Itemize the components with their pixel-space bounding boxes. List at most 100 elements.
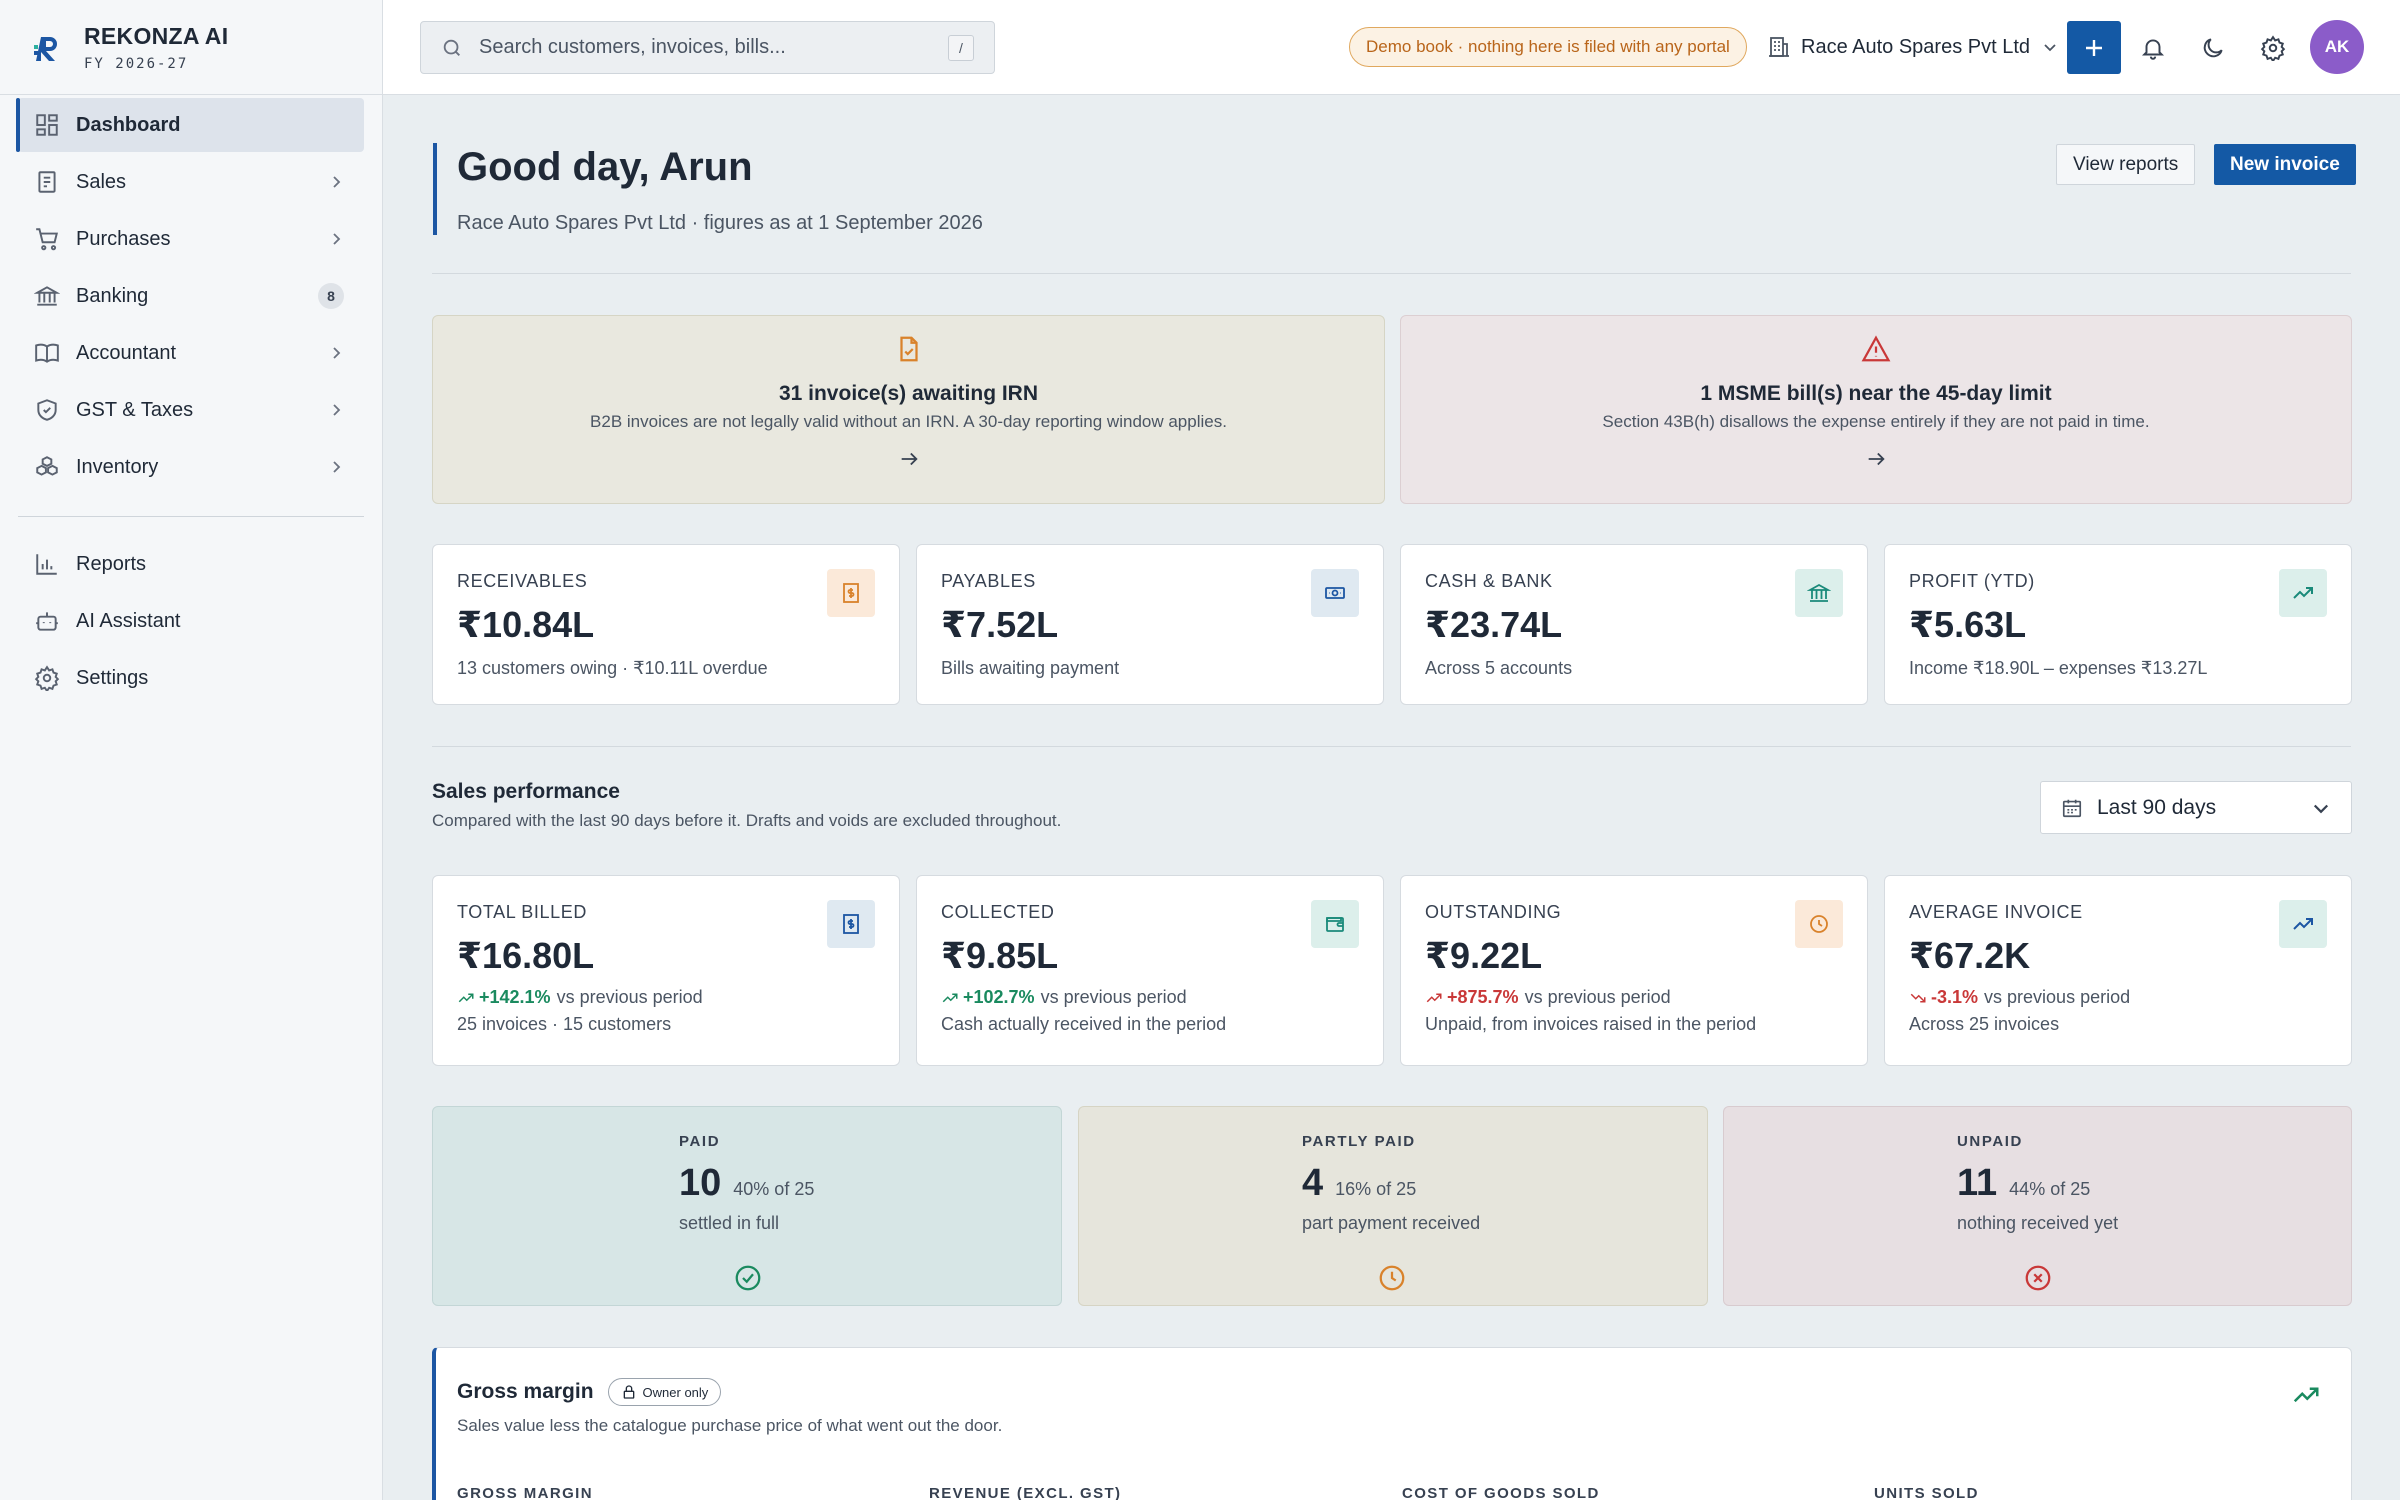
- sidebar-item-label: Purchases: [76, 227, 171, 250]
- status-count: 11: [1957, 1162, 1998, 1204]
- change-comparison: vs previous period: [1040, 987, 1187, 1007]
- kpi-value: ₹5.63L: [1909, 604, 2027, 645]
- sidebar-item-label: Accountant: [76, 341, 177, 364]
- kpi-label: AVERAGE INVOICE: [1909, 902, 2083, 922]
- kpi-icon-wrap: [2279, 900, 2327, 948]
- sidebar-item-gst-taxes[interactable]: GST & Taxes: [18, 383, 364, 437]
- status-label: PARTLY PAID: [1302, 1133, 1416, 1150]
- kpi-label: RECEIVABLES: [457, 571, 588, 591]
- book-icon: [35, 343, 59, 363]
- kpi-icon-wrap: [827, 900, 875, 948]
- sidebar-item-dashboard[interactable]: Dashboard: [16, 98, 364, 152]
- bot-icon: [36, 612, 58, 631]
- change-percent: +875.7%: [1447, 987, 1519, 1007]
- x-circle-icon: [2025, 1265, 2051, 1291]
- status-sub: nothing received yet: [1957, 1213, 2119, 1233]
- sidebar-item-purchases[interactable]: Purchases: [18, 212, 364, 266]
- kpi-card-cash-bank[interactable]: CASH & BANK ₹23.74L Across 5 accounts: [1400, 544, 1868, 705]
- kpi-value: ₹23.74L: [1425, 604, 1563, 645]
- trending-up-icon: [942, 993, 958, 1002]
- divider: [432, 746, 2351, 747]
- new-invoice-button[interactable]: New invoice: [2214, 144, 2356, 185]
- kpi-card-receivables[interactable]: RECEIVABLES ₹10.84L 13 customers owing ·…: [432, 544, 900, 705]
- check-circle-icon: [735, 1265, 761, 1291]
- moon-icon[interactable]: [2200, 35, 2226, 61]
- sidebar-item-banking[interactable]: Banking 8: [18, 269, 364, 323]
- sales-card-outstanding[interactable]: OUTSTANDING ₹9.22L +875.7% vs previous p…: [1400, 875, 1868, 1066]
- kpi-label: PAYABLES: [941, 571, 1036, 591]
- gear-icon[interactable]: [2260, 35, 2286, 61]
- status-count: 4: [1302, 1162, 1324, 1204]
- sidebar-item-accountant[interactable]: Accountant: [18, 326, 364, 380]
- kpi-change: +142.1% vs previous period: [457, 987, 875, 1008]
- topbar: / Demo book · nothing here is filed with…: [383, 0, 2400, 95]
- kpi-value: ₹10.84L: [457, 604, 595, 645]
- sales-card-average-invoice[interactable]: AVERAGE INVOICE ₹67.2K -3.1% vs previous…: [1884, 875, 2352, 1066]
- sidebar-item-label: Settings: [76, 666, 149, 689]
- sidebar-item-label: Dashboard: [76, 113, 181, 136]
- sales-card-collected[interactable]: COLLECTED ₹9.85L +102.7% vs previous per…: [916, 875, 1384, 1066]
- status-count: 10: [679, 1162, 722, 1204]
- trending-up-icon: [2293, 1387, 2319, 1403]
- kpi-card-payables[interactable]: PAYABLES ₹7.52L Bills awaiting payment: [916, 544, 1384, 705]
- sales-card-total-billed[interactable]: TOTAL BILLED ₹16.80L +142.1% vs previous…: [432, 875, 900, 1066]
- demo-notice-badge: Demo book · nothing here is filed with a…: [1349, 27, 1747, 67]
- kpi-value: ₹9.22L: [1425, 935, 1543, 976]
- view-reports-button[interactable]: View reports: [2056, 144, 2196, 185]
- chevron-down-icon: [2044, 44, 2056, 52]
- nav-divider: [18, 516, 364, 517]
- status-tile-paid[interactable]: PAID 10 40% of 25 settled in full: [432, 1106, 1062, 1306]
- company-switcher[interactable]: Race Auto Spares Pvt Ltd: [1767, 27, 2058, 67]
- sidebar-item-inventory[interactable]: Inventory: [18, 440, 364, 494]
- sidebar-item-settings[interactable]: Settings: [18, 651, 364, 705]
- sidebar-item-label: AI Assistant: [76, 609, 181, 632]
- banking-count-badge: 8: [318, 283, 344, 309]
- sidebar-item-reports[interactable]: Reports: [18, 537, 364, 591]
- gross-margin-title: Gross margin: [457, 1380, 594, 1403]
- kpi-label: CASH & BANK: [1425, 571, 1553, 591]
- status-tile-unpaid[interactable]: UNPAID 11 44% of 25 nothing received yet: [1723, 1106, 2352, 1306]
- bar-chart-icon: [36, 554, 57, 575]
- company-name: Race Auto Spares Pvt Ltd: [1801, 35, 2031, 58]
- wallet-icon: [1326, 917, 1344, 932]
- sidebar-item-sales[interactable]: Sales: [18, 155, 364, 209]
- search-input[interactable]: [479, 36, 948, 59]
- status-tile-partly-paid[interactable]: PARTLY PAID 4 16% of 25 part payment rec…: [1078, 1106, 1708, 1306]
- bell-icon[interactable]: [2140, 35, 2166, 61]
- kpi-sub: Bills awaiting payment: [941, 658, 1120, 678]
- kpi-sub: 13 customers owing · ₹10.11L overdue: [457, 658, 768, 678]
- trending-up-icon: [458, 993, 474, 1002]
- status-content: PAID 10 40% of 25 settled in full: [679, 1133, 814, 1234]
- kpi-card-profit[interactable]: PROFIT (YTD) ₹5.63L Income ₹18.90L – exp…: [1884, 544, 2352, 705]
- alert-irn-pending[interactable]: 31 invoice(s) awaiting IRN B2B invoices …: [432, 315, 1385, 504]
- chevron-right-icon: [333, 404, 341, 416]
- trending-up-icon: [2293, 918, 2313, 930]
- receipt-icon: [843, 914, 859, 934]
- gross-margin-title-row: Gross margin Owner only: [457, 1378, 722, 1406]
- alert-description: Section 43B(h) disallows the expense ent…: [1602, 412, 2150, 431]
- fiscal-year: FY 2026-27: [84, 55, 189, 72]
- trending-up-icon: [2293, 587, 2313, 599]
- kpi-change: -3.1% vs previous period: [1909, 987, 2327, 1008]
- status-sub: settled in full: [679, 1213, 780, 1233]
- brand[interactable]: REKONZA AI FY 2026-27: [0, 0, 382, 95]
- lock-icon: [623, 1385, 634, 1399]
- kpi-icon-wrap: [2279, 569, 2327, 617]
- alert-msme-limit[interactable]: 1 MSME bill(s) near the 45-day limit Sec…: [1400, 315, 2352, 504]
- plus-icon: [2086, 39, 2102, 56]
- date-range-select[interactable]: Last 90 days: [2040, 781, 2352, 834]
- arrow-right-icon: [901, 452, 918, 466]
- kpi-icon-wrap: [1795, 900, 1843, 948]
- global-search[interactable]: /: [420, 21, 995, 74]
- clock-icon: [1379, 1265, 1405, 1291]
- quick-create-button[interactable]: [2067, 21, 2121, 74]
- kpi-value: ₹16.80L: [457, 935, 595, 976]
- chevron-right-icon: [333, 233, 341, 245]
- user-avatar[interactable]: AK: [2310, 20, 2364, 74]
- sidebar-item-label: Reports: [76, 552, 147, 575]
- sidebar-item-label: GST & Taxes: [76, 398, 194, 421]
- sidebar-item-ai-assistant[interactable]: AI Assistant: [18, 594, 364, 648]
- change-percent: +102.7%: [963, 987, 1035, 1007]
- search-shortcut-key: /: [948, 34, 974, 61]
- file-check-icon: [899, 336, 918, 362]
